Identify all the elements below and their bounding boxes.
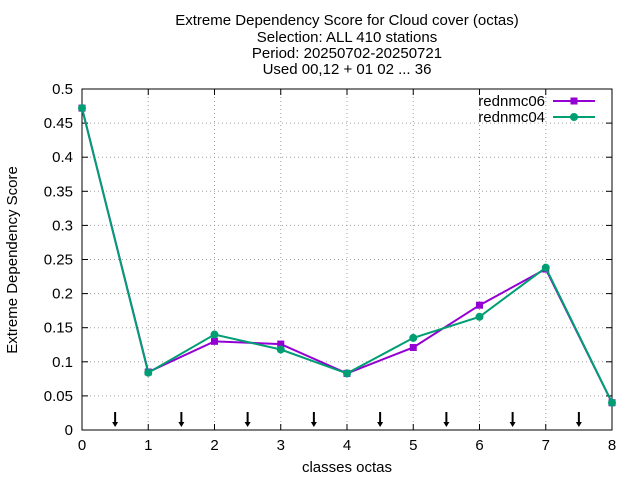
y-tick-label: 0.2 <box>52 286 73 303</box>
data-point <box>210 330 219 339</box>
data-point <box>409 343 417 351</box>
y-tick-labels: 0 0.05 0.1 0.15 0.2 0.25 0.3 0.35 0.4 0.45 0.5 <box>44 81 73 439</box>
class-marker-arrow <box>509 412 516 427</box>
x-tick-label: 4 <box>343 437 351 454</box>
grid <box>82 89 612 430</box>
x-tick-label: 7 <box>542 437 550 454</box>
data-point <box>277 340 285 348</box>
legend-label: rednmc04 <box>478 109 545 126</box>
series-lines <box>78 104 616 407</box>
y-tick-label: 0 <box>65 422 73 439</box>
class-marker-arrow <box>443 412 450 427</box>
data-point <box>343 369 351 378</box>
y-tick-label: 0.15 <box>44 320 73 337</box>
x-tick-label: 8 <box>608 437 616 454</box>
y-tick-label: 0.3 <box>52 217 73 234</box>
x-axis-label: classes octas <box>302 459 392 476</box>
chart-title: Extreme Dependency Score for Cloud cover… <box>175 12 518 78</box>
y-tick-label: 0.1 <box>52 354 73 371</box>
x-tick-label: 3 <box>277 437 285 454</box>
title-line-4: Used 00,12 + 01 02 ... 36 <box>263 61 432 78</box>
y-tick-label: 0.35 <box>44 183 73 200</box>
class-marker-arrow <box>112 412 119 427</box>
class-marker-arrow <box>310 412 317 427</box>
class-marker-arrow <box>244 412 251 427</box>
y-tick-label: 0.5 <box>52 81 73 98</box>
y-tick-label: 0.25 <box>44 252 73 269</box>
title-line-3: Period: 20250702-20250721 <box>252 45 442 62</box>
series-line <box>81 107 613 404</box>
x-tick-label: 0 <box>78 437 86 454</box>
y-tick-label: 0.05 <box>44 388 73 405</box>
axis-ticks <box>81 88 613 431</box>
y-tick-label: 0.4 <box>52 149 73 166</box>
x-tick-label: 1 <box>144 437 152 454</box>
data-point <box>409 333 418 342</box>
title-line-1: Extreme Dependency Score for Cloud cover… <box>175 12 518 29</box>
x-tick-label: 6 <box>475 437 483 454</box>
class-boundary-markers <box>112 412 582 427</box>
series-rednmc04 <box>78 104 616 407</box>
data-point <box>476 301 483 309</box>
x-tick-label: 5 <box>409 437 417 454</box>
y-axis-label: Extreme Dependency Score <box>4 166 21 354</box>
x-tick-labels: 0 1 2 3 4 5 6 7 8 <box>78 437 616 454</box>
series-line <box>81 107 613 404</box>
data-point <box>541 263 550 272</box>
data-point <box>78 104 86 113</box>
legend-marker <box>570 97 578 105</box>
legend-marker <box>570 113 578 121</box>
title-line-2: Selection: ALL 410 stations <box>257 29 437 46</box>
class-marker-arrow <box>377 412 384 427</box>
data-point <box>475 312 484 321</box>
x-tick-label: 2 <box>210 437 218 454</box>
data-point <box>144 368 153 377</box>
y-tick-label: 0.45 <box>44 115 73 132</box>
class-marker-arrow <box>575 412 582 427</box>
data-point <box>276 345 285 354</box>
data-point <box>608 398 616 407</box>
data-point <box>211 337 218 345</box>
class-marker-arrow <box>178 412 185 427</box>
legend-label: rednmc06 <box>478 93 545 110</box>
